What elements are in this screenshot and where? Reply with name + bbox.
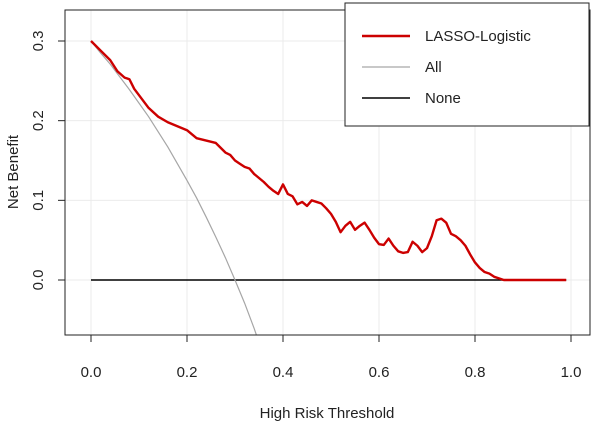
- y-tick-label: 0.3: [30, 31, 47, 52]
- x-tick-label: 0.4: [273, 364, 294, 381]
- x-tick-label: 0.8: [465, 364, 486, 381]
- x-tick-label: 0.2: [177, 364, 198, 381]
- series-line-all: [90, 40, 258, 335]
- y-tick-label: 0.2: [30, 110, 47, 131]
- x-axis: 0.0 0.2 0.4 0.6 0.8 1.0: [81, 334, 582, 381]
- legend-box: [344, 2, 590, 127]
- legend-label: All: [425, 59, 442, 76]
- y-tick-label: 0.1: [30, 190, 47, 211]
- x-tick-label: 1.0: [561, 364, 582, 381]
- y-axis: 0.0 0.1 0.2 0.3: [30, 31, 66, 291]
- legend-label: LASSO-Logistic: [425, 28, 531, 45]
- y-axis-title: Net Benefit: [5, 134, 22, 209]
- x-tick-label: 0.6: [369, 364, 390, 381]
- series-line-lasso-logistic: [90, 40, 567, 282]
- y-tick-label: 0.0: [30, 270, 47, 291]
- series-layer: [90, 40, 567, 335]
- x-axis-title: High Risk Threshold: [260, 405, 395, 422]
- legend-label: None: [425, 90, 461, 107]
- x-tick-label: 0.0: [81, 364, 102, 381]
- legend: LASSO-Logistic All None: [344, 2, 590, 127]
